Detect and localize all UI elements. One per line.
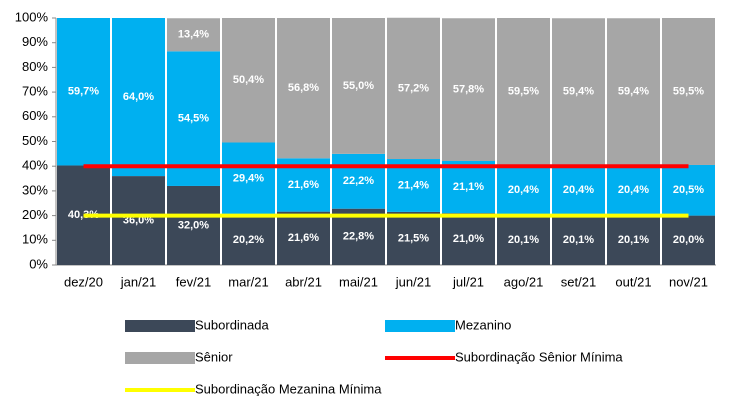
legend-label: Subordinada	[195, 317, 269, 332]
bar-segment	[387, 17, 440, 160]
value-label: 64,0%	[123, 91, 154, 103]
bar-segment	[167, 51, 220, 186]
value-label: 57,2%	[398, 82, 429, 94]
bar-segment	[607, 164, 660, 216]
value-label: 59,5%	[508, 85, 539, 97]
y-tick-label: 30%	[22, 182, 48, 197]
value-label: 59,4%	[563, 86, 594, 98]
value-label: 59,4%	[618, 86, 649, 98]
y-tick-label: 80%	[22, 59, 48, 74]
x-tick-label: mai/21	[339, 274, 378, 289]
y-tick-label: 50%	[22, 133, 48, 148]
value-label: 57,8%	[453, 84, 484, 96]
bar-segment	[57, 18, 110, 166]
bar-segment	[552, 215, 605, 265]
value-label: 20,4%	[508, 184, 539, 196]
value-label: 21,5%	[398, 232, 429, 244]
bar-segment	[112, 176, 165, 265]
bar-segment	[662, 18, 715, 165]
value-label: 20,2%	[233, 234, 264, 246]
value-label: 20,4%	[618, 184, 649, 196]
bar-segment	[277, 18, 330, 159]
y-tick-label: 40%	[22, 158, 48, 173]
bar-segment	[497, 18, 550, 165]
bar-segment	[662, 215, 715, 265]
x-tick-label: nov/21	[669, 274, 708, 289]
legend-label: Subordinação Mezanina Mínima	[195, 381, 382, 396]
value-label: 13,4%	[178, 29, 209, 41]
bar-segment	[222, 142, 275, 216]
legend-swatch	[125, 320, 195, 332]
x-tick-label: set/21	[561, 274, 596, 289]
value-label: 55,0%	[343, 80, 374, 92]
value-label: 59,5%	[673, 85, 704, 97]
y-tick-label: 60%	[22, 108, 48, 123]
value-label: 20,1%	[618, 234, 649, 246]
value-label: 54,5%	[178, 113, 209, 125]
value-label: 21,6%	[288, 232, 319, 244]
bar-segment	[332, 18, 385, 154]
bar-segment	[332, 208, 385, 265]
bar-segment	[662, 164, 715, 216]
value-label: 20,0%	[673, 234, 704, 246]
bar-segment	[442, 18, 495, 162]
value-label: 21,6%	[288, 179, 319, 191]
legend-swatch	[385, 320, 455, 332]
bar-segment	[497, 215, 550, 265]
value-label: 59,7%	[68, 86, 99, 98]
x-tick-label: jul/21	[452, 274, 484, 289]
bar-segment	[332, 153, 385, 209]
bar-segment	[167, 18, 220, 52]
legend-swatch	[125, 352, 195, 364]
value-label: 22,8%	[343, 231, 374, 243]
legend-label: Subordinação Sênior Mínima	[455, 349, 623, 364]
x-tick-label: out/21	[615, 274, 651, 289]
value-label: 21,0%	[453, 233, 484, 245]
bar-segment	[387, 211, 440, 265]
y-tick-label: 100%	[15, 9, 49, 24]
x-tick-label: dez/20	[64, 274, 103, 289]
bar-segment	[607, 215, 660, 265]
value-label: 21,1%	[453, 181, 484, 193]
bar-segment	[222, 215, 275, 265]
bar-segment	[222, 18, 275, 143]
bar-segment	[497, 164, 550, 216]
bar-segment	[552, 18, 605, 165]
x-tick-label: jun/21	[395, 274, 431, 289]
value-label: 20,4%	[563, 184, 594, 196]
x-tick-label: ago/21	[504, 274, 544, 289]
bar-segment	[112, 18, 165, 177]
value-label: 29,4%	[233, 173, 264, 185]
y-tick-label: 90%	[22, 34, 48, 49]
bar-segment	[552, 164, 605, 216]
value-label: 20,5%	[673, 184, 704, 196]
value-label: 21,4%	[398, 179, 429, 191]
y-tick-label: 0%	[29, 256, 48, 271]
value-label: 22,2%	[343, 175, 374, 187]
bar-segment	[442, 161, 495, 214]
value-label: 32,0%	[178, 219, 209, 231]
legend-label: Sênior	[195, 349, 233, 364]
y-tick-label: 10%	[22, 232, 48, 247]
bar-segment	[607, 18, 660, 165]
value-label: 50,4%	[233, 74, 264, 86]
value-label: 56,8%	[288, 82, 319, 94]
x-tick-label: fev/21	[176, 274, 211, 289]
x-tick-label: mar/21	[228, 274, 268, 289]
legend-label: Mezanino	[455, 317, 511, 332]
bar-segment	[442, 213, 495, 265]
bar-segment	[277, 211, 330, 265]
x-tick-label: abr/21	[285, 274, 322, 289]
y-tick-label: 20%	[22, 207, 48, 222]
value-label: 20,1%	[508, 234, 539, 246]
bar-segment	[167, 185, 220, 265]
y-tick-label: 70%	[22, 84, 48, 99]
value-label: 20,1%	[563, 234, 594, 246]
x-tick-label: jan/21	[120, 274, 156, 289]
